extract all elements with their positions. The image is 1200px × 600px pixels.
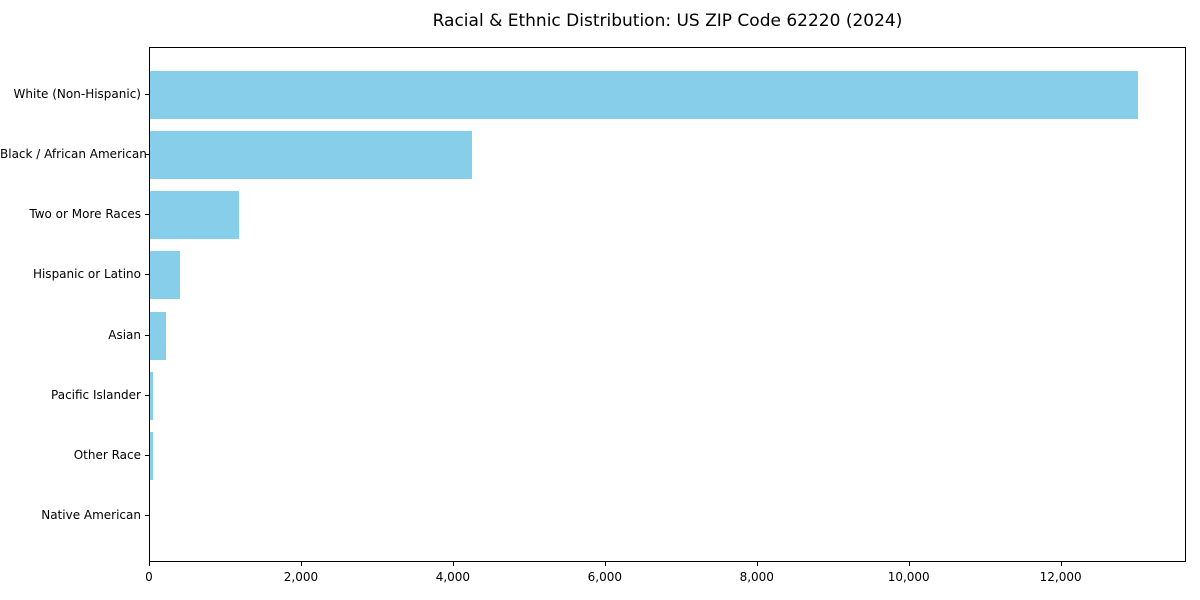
y-tick-mark [145, 395, 149, 396]
x-tick-label-10000: 10,000 [887, 570, 930, 584]
y-tick-mark [145, 214, 149, 215]
y-tick-mark [145, 274, 149, 275]
bar-hispanic-or-latino [150, 251, 181, 300]
plot-area [149, 47, 1186, 562]
x-tick-mark [605, 562, 606, 566]
y-tick-label-hispanic-or-latino: Hispanic or Latino [32, 267, 141, 282]
x-tick-mark [757, 562, 758, 566]
x-tick-label-0: 0 [145, 570, 153, 584]
x-tick-mark [909, 562, 910, 566]
bar-two-or-more-races [150, 191, 239, 240]
x-tick-label-12000: 12,000 [1039, 570, 1082, 584]
y-tick-label-native-american: Native American [41, 507, 141, 522]
y-tick-mark [145, 455, 149, 456]
y-tick-label-black-african-american: Black / African American [0, 147, 147, 162]
bar-black-african-american [150, 131, 473, 180]
y-tick-label-other-race: Other Race [73, 447, 141, 462]
y-tick-label-asian: Asian [108, 327, 141, 342]
x-tick-label-2000: 2,000 [283, 570, 319, 584]
chart-title: Racial & Ethnic Distribution: US ZIP Cod… [432, 11, 903, 31]
x-tick-mark [1061, 562, 1062, 566]
bar-other-race [150, 431, 154, 480]
y-tick-label-white-non-hispanic: White (Non-Hispanic) [13, 87, 141, 102]
y-tick-mark [145, 515, 149, 516]
bar-asian [150, 311, 166, 360]
y-tick-label-two-or-more-races: Two or More Races [29, 207, 141, 222]
bar-white-non-hispanic [150, 71, 1138, 120]
y-tick-mark [145, 94, 149, 95]
x-tick-label-6000: 6,000 [587, 570, 622, 584]
x-tick-mark [453, 562, 454, 566]
x-tick-label-4000: 4,000 [435, 570, 471, 584]
x-tick-mark [301, 562, 302, 566]
y-tick-mark [145, 154, 149, 155]
x-tick-label-8000: 8,000 [739, 570, 774, 584]
bar-pacific-islander [150, 371, 154, 420]
y-tick-label-pacific-islander: Pacific Islander [51, 387, 141, 402]
x-tick-mark [149, 562, 150, 566]
y-tick-mark [145, 335, 149, 336]
